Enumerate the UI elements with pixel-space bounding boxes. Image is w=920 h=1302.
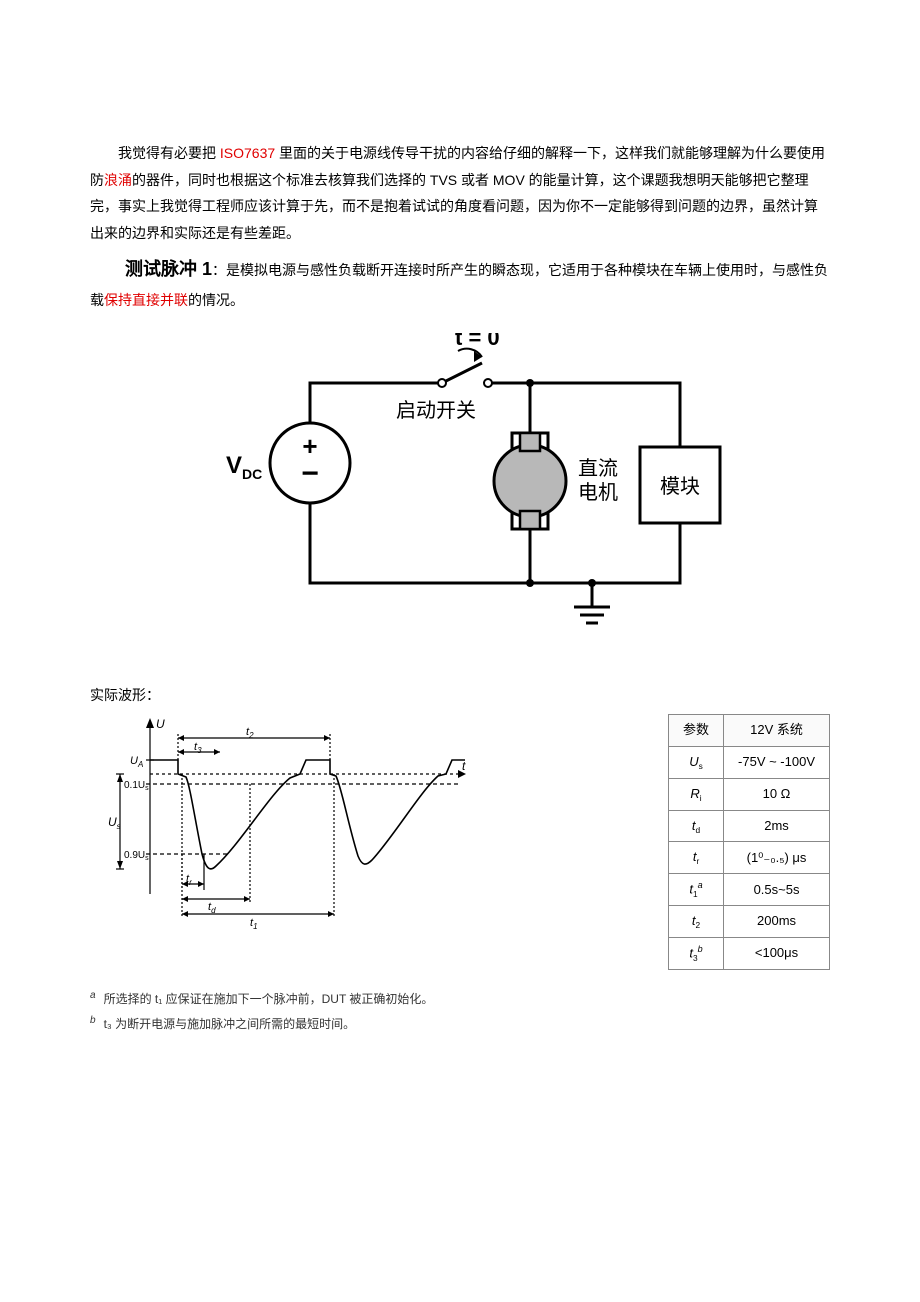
us-label: Us [108, 815, 121, 831]
pulse-keep: 保持直接并联 [104, 292, 188, 308]
value-cell: 200ms [724, 906, 830, 938]
value-cell: <100μs [724, 938, 830, 970]
table-row: tr(1⁰₋₀.₅) μs [669, 842, 830, 874]
intro-iso: ISO7637 [220, 145, 275, 161]
value-cell: 0.5s~5s [724, 874, 830, 906]
value-cell: 10 Ω [724, 778, 830, 810]
footnote-a-text: 所选择的 t₁ 应保证在施加下一个脉冲前，DUT 被正确初始化。 [104, 992, 434, 1006]
tr-label: tr [186, 873, 192, 887]
t0-label: t = 0 [455, 333, 500, 350]
table-row: t3b<100μs [669, 938, 830, 970]
table-row: Us-75V ~ -100V [669, 747, 830, 779]
param-cell: t1a [669, 874, 724, 906]
params-table: 参数 12V 系统 Us-75V ~ -100VRi10 Ωtd2mstr(1⁰… [668, 714, 830, 970]
p01us-label: 0.1Us [124, 780, 149, 792]
pulse-paragraph: 测试脉冲 1：是模拟电源与感性负载断开连接时所产生的瞬态现，它适用于各种模块在车… [90, 252, 830, 313]
param-cell: t3b [669, 938, 724, 970]
pulse-title: 测试脉冲 1 [125, 259, 212, 279]
value-cell: -75V ~ -100V [724, 747, 830, 779]
pulse-tail: 的情况。 [188, 292, 244, 308]
param-cell: Us [669, 747, 724, 779]
actual-wave-label: 实际波形： [90, 682, 830, 709]
vdc-label: VDC [226, 452, 262, 482]
axis-u: U [156, 717, 165, 731]
ua-label: UA [130, 755, 143, 769]
param-cell: td [669, 810, 724, 842]
waveform-diagram: U UA 0.1Us 0.9Us Us t t2 t3 tr td t1 [90, 714, 470, 953]
params-table-wrap: 参数 12V 系统 Us-75V ~ -100VRi10 Ωtd2mstr(1⁰… [668, 714, 830, 970]
value-cell: (1⁰₋₀.₅) μs [724, 842, 830, 874]
value-cell: 2ms [724, 810, 830, 842]
waveform-and-table: U UA 0.1Us 0.9Us Us t t2 t3 tr td t1 参数 … [90, 714, 830, 970]
footnotes: a 所选择的 t₁ 应保证在施加下一个脉冲前，DUT 被正确初始化。 b t₃ 为断… [90, 986, 830, 1036]
axis-t: t [462, 759, 466, 773]
header-sys: 12V 系统 [724, 715, 830, 747]
param-cell: Ri [669, 778, 724, 810]
switch-label: 启动开关 [396, 399, 476, 422]
p09us-label: 0.9Us [124, 850, 149, 862]
table-row: td2ms [669, 810, 830, 842]
footnote-a: a 所选择的 t₁ 应保证在施加下一个脉冲前，DUT 被正确初始化。 [90, 986, 830, 1011]
intro-seg1: 我觉得有必要把 [118, 145, 220, 161]
intro-paragraph: 我觉得有必要把 ISO7637 里面的关于电源线传导干扰的内容给仔细的解释一下，… [90, 140, 830, 246]
table-row: Ri10 Ω [669, 778, 830, 810]
svg-text:−: − [301, 457, 319, 490]
intro-surge: 浪涌 [104, 172, 132, 188]
footnote-b-text: t₃ 为断开电源与施加脉冲之间所需的最短时间。 [104, 1017, 356, 1031]
circuit-diagram: t = 0 启动开关 + − VDC 直流 电机 模块 [90, 333, 830, 662]
module-label: 模块 [660, 475, 700, 498]
footnote-b-sup: b [90, 1015, 96, 1026]
footnote-b: b t₃ 为断开电源与施加脉冲之间所需的最短时间。 [90, 1011, 830, 1036]
table-header-row: 参数 12V 系统 [669, 715, 830, 747]
t1-label: t1 [250, 917, 258, 931]
td-label: td [208, 901, 216, 915]
table-row: t1a0.5s~5s [669, 874, 830, 906]
table-row: t2200ms [669, 906, 830, 938]
motor-label-1: 直流 [578, 457, 618, 480]
t3-label: t3 [194, 741, 202, 755]
intro-seg3: 的器件，同时也根据这个标准去核算我们选择的 TVS 或者 MOV 的能量计算，这… [90, 172, 818, 241]
footnote-a-sup: a [90, 990, 96, 1001]
param-cell: tr [669, 842, 724, 874]
param-cell: t2 [669, 906, 724, 938]
motor-label-2: 电机 [578, 481, 618, 504]
t2-label: t2 [246, 726, 254, 740]
header-param: 参数 [669, 715, 724, 747]
